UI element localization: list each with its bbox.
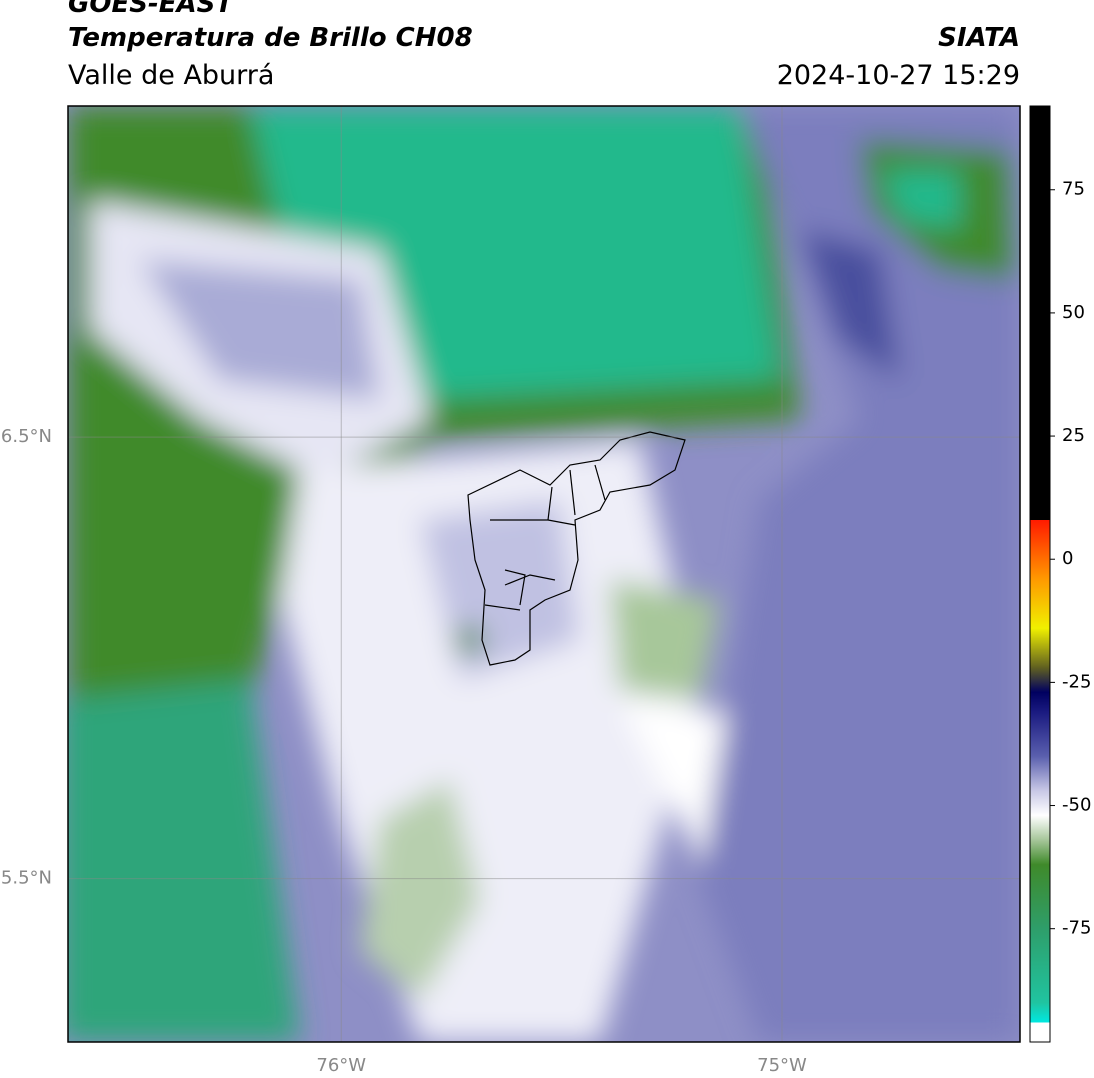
- colorbar-tick-label: 0: [1062, 548, 1073, 569]
- subtitle: Temperatura de Brillo CH08: [68, 23, 473, 53]
- timestamp: 2024-10-27 15:29: [777, 60, 1020, 91]
- colorbar-tick-label: -50: [1062, 795, 1091, 816]
- colorbar-tick-label: -25: [1062, 671, 1091, 692]
- map-frame: [67, 105, 1021, 1043]
- lon-label: 76°W: [316, 1055, 366, 1076]
- source: SIATA: [938, 23, 1020, 53]
- satellite-image: [68, 106, 1020, 1042]
- colorbar-tick-label: 75: [1062, 179, 1085, 200]
- colorbar-tick-label: 25: [1062, 425, 1085, 446]
- title: GOES-EAST: [68, 0, 235, 19]
- municipal-boundaries: [467, 431, 686, 666]
- colorbar: [1029, 105, 1051, 1043]
- lat-label: 5.5°N: [1, 868, 52, 889]
- colorbar-tick-label: -75: [1062, 918, 1091, 939]
- lat-label: 6.5°N: [1, 426, 52, 447]
- colorbar-tick-label: 50: [1062, 302, 1085, 323]
- region: Valle de Aburrá: [68, 60, 274, 91]
- lon-label: 75°W: [757, 1055, 807, 1076]
